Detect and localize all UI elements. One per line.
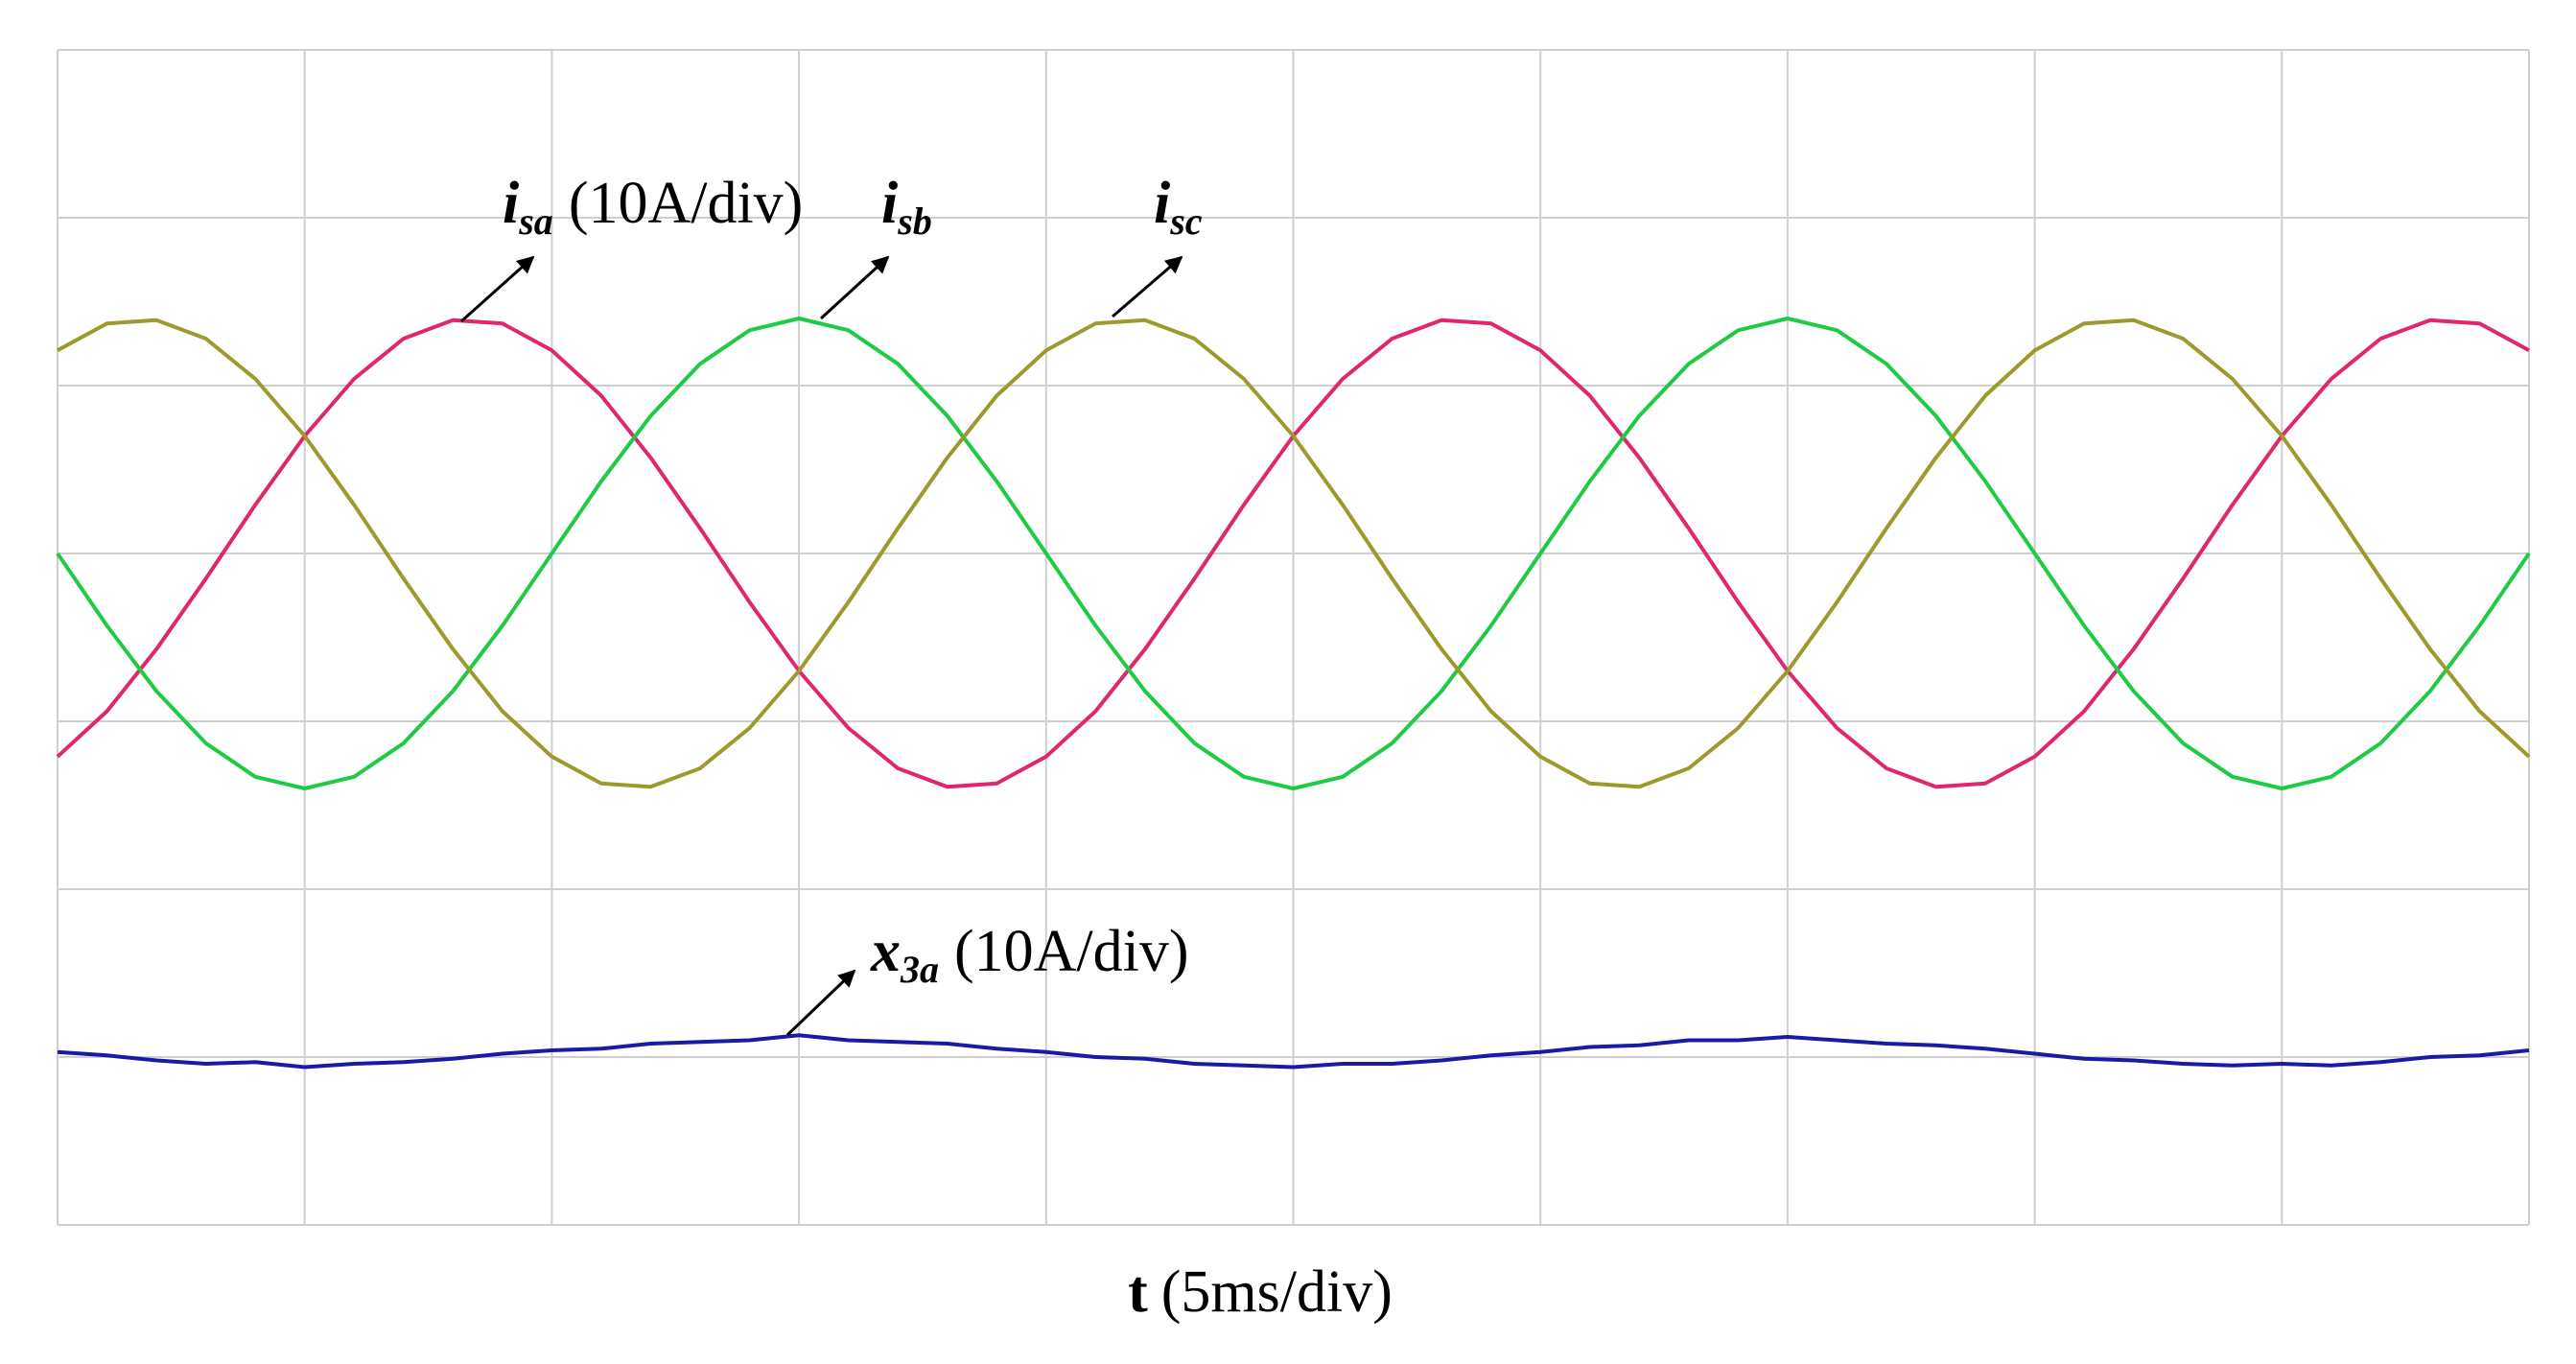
x-axis-symbol: t — [1128, 1259, 1148, 1325]
x-axis-unit: (5ms/div) — [1161, 1259, 1393, 1325]
traces — [56, 317, 2531, 1070]
trace-subscript: sa — [518, 200, 553, 243]
trace-symbol: i — [881, 171, 898, 236]
trace — [57, 1033, 2530, 1070]
trace-label: isa (10A/div) — [503, 171, 803, 243]
trace-symbol: i — [1154, 171, 1170, 236]
trace-label: isb — [881, 171, 932, 243]
annotation-arrow — [460, 255, 535, 323]
trace — [57, 317, 2531, 789]
trace-label: x3a (10A/div) — [870, 919, 1189, 991]
trace-scale: (10A/div) — [954, 919, 1189, 984]
x-axis-label: t (5ms/div) — [1128, 1259, 1393, 1325]
annotation-arrow — [1112, 255, 1183, 318]
annotation-arrow — [785, 969, 856, 1037]
trace-subscript: sc — [1169, 200, 1203, 243]
trace-symbol: x — [870, 919, 901, 984]
trace-subscript: 3a — [900, 948, 939, 991]
grid — [57, 49, 2530, 1226]
trace-symbol: i — [503, 171, 519, 236]
trace-label: isc — [1154, 171, 1203, 243]
annotation-arrow — [819, 255, 890, 320]
trace-subscript: sb — [897, 200, 932, 243]
trace-scale: (10A/div) — [569, 171, 804, 236]
